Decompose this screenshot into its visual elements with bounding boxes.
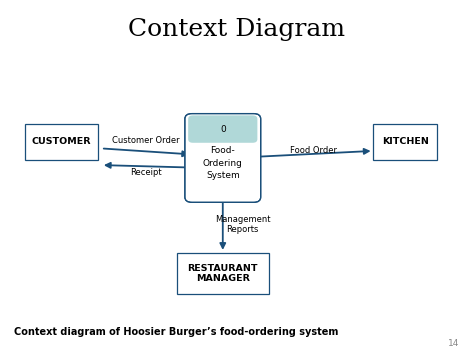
FancyBboxPatch shape bbox=[185, 114, 261, 202]
Text: Receipt: Receipt bbox=[130, 168, 162, 177]
Text: Food Order: Food Order bbox=[290, 146, 337, 155]
Text: KITCHEN: KITCHEN bbox=[382, 137, 428, 147]
Text: RESTAURANT
MANAGER: RESTAURANT MANAGER bbox=[188, 264, 258, 283]
FancyBboxPatch shape bbox=[176, 253, 269, 294]
Text: Context Diagram: Context Diagram bbox=[128, 18, 346, 41]
FancyBboxPatch shape bbox=[373, 124, 437, 160]
Text: Food-
Ordering
System: Food- Ordering System bbox=[203, 146, 243, 180]
Text: Customer Order: Customer Order bbox=[112, 136, 180, 145]
Text: 0: 0 bbox=[220, 125, 226, 133]
Text: CUSTOMER: CUSTOMER bbox=[32, 137, 91, 147]
Text: Context diagram of Hoosier Burger’s food-ordering system: Context diagram of Hoosier Burger’s food… bbox=[14, 327, 338, 337]
Text: 14: 14 bbox=[448, 339, 460, 348]
FancyBboxPatch shape bbox=[25, 124, 99, 160]
Text: Management
Reports: Management Reports bbox=[215, 215, 271, 234]
FancyBboxPatch shape bbox=[188, 115, 257, 143]
